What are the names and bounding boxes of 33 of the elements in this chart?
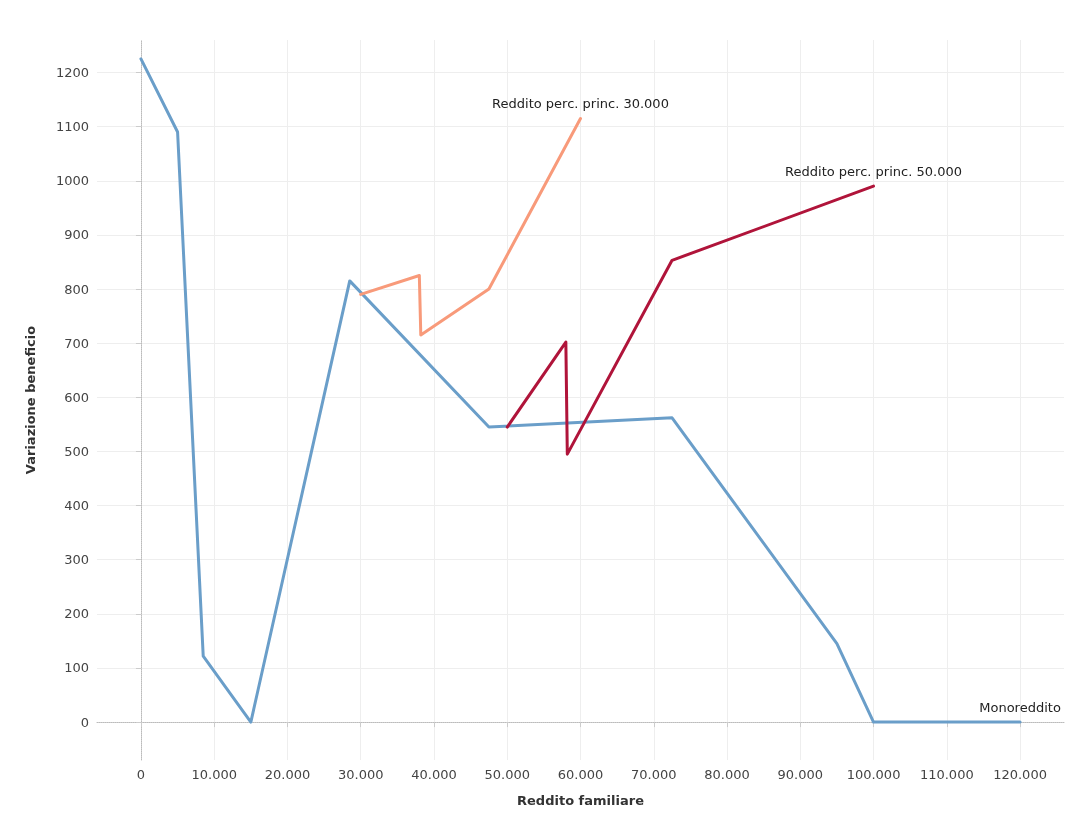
y-tick-label: 1100 — [55, 119, 89, 135]
series-label: Reddito perc. princ. 50.000 — [785, 164, 962, 180]
x-tick-label: 70.000 — [631, 767, 677, 782]
y-tick-label: 900 — [64, 227, 89, 243]
x-tick-label: 10.000 — [191, 767, 237, 782]
x-tick-label: 30.000 — [337, 767, 384, 782]
y-tick-label: 600 — [64, 389, 89, 405]
y-tick-label: 800 — [64, 281, 89, 297]
y-tick-label: 1000 — [55, 173, 89, 189]
x-tick-label: 80.000 — [704, 767, 750, 782]
y-tick-label: 200 — [64, 606, 89, 622]
y-tick-label: 700 — [64, 335, 89, 351]
x-tick-label: 120.000 — [993, 767, 1047, 782]
x-tick-label: 90.000 — [777, 767, 824, 782]
y-tick-label: 300 — [64, 552, 89, 568]
x-tick-label: 50.000 — [484, 767, 530, 782]
x-tick-label: 0 — [136, 767, 146, 782]
y-tick-label: 400 — [64, 498, 89, 514]
y-tick-label: 1200 — [55, 64, 89, 80]
x-tick-label: 100.000 — [846, 767, 901, 782]
x-tick-label: 20.000 — [264, 767, 311, 782]
y-tick-label: 0 — [80, 714, 89, 730]
line-series — [359, 117, 582, 337]
y-axis-title: Variazione beneficio — [23, 325, 38, 475]
x-tick-label: 110.000 — [919, 767, 974, 782]
line-series — [505, 184, 876, 456]
y-tick-label: 500 — [64, 443, 89, 459]
x-tick-label: 60.000 — [557, 767, 604, 782]
series-label: Reddito perc. princ. 30.000 — [492, 96, 669, 112]
series-label: Monoreddito — [979, 700, 1061, 716]
x-axis-title: Reddito familiare — [517, 793, 645, 808]
y-tick-label: 100 — [64, 660, 89, 676]
x-tick-label: 40.000 — [411, 767, 457, 782]
